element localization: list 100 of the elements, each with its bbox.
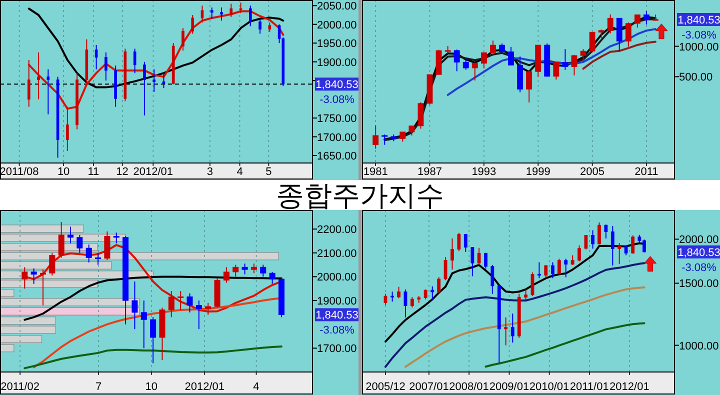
- y-tick-label: 1650.00: [317, 150, 357, 163]
- candlestick: [616, 18, 622, 52]
- x-tick-label: 1993: [472, 166, 496, 178]
- y-tick-label: 500.00: [679, 72, 713, 84]
- text: -3.08%: [320, 324, 355, 337]
- candlestick: [631, 234, 635, 254]
- candlestick: [472, 62, 478, 81]
- candlestick: [152, 68, 156, 92]
- candlestick: [537, 262, 541, 279]
- x-tick-label: 2008/01: [449, 381, 489, 393]
- y-tick-label: 1000.00: [679, 340, 719, 352]
- candlestick: [551, 262, 554, 279]
- x-tick-label: 1981: [363, 166, 388, 178]
- candlestick: [150, 316, 156, 364]
- y-tick-label: 2000.00: [679, 234, 719, 246]
- x-tick-label: 2011/01: [570, 381, 609, 393]
- candlestick: [27, 59, 30, 108]
- candlestick: [22, 266, 28, 290]
- text: -3.08%: [320, 94, 355, 106]
- x-tick-label: 2005/12: [366, 381, 406, 393]
- candlestick: [133, 48, 136, 74]
- x-tick-label: 5: [266, 166, 272, 178]
- candlestick: [418, 102, 424, 130]
- candlestick: [462, 58, 469, 70]
- candlestick: [397, 286, 400, 299]
- y-tick-label: 2000.00: [317, 19, 357, 32]
- x-tick-label: 3: [206, 166, 214, 178]
- candlestick: [610, 225, 614, 266]
- candlestick: [408, 125, 415, 136]
- text: 1,840.53: [678, 246, 720, 259]
- candlestick: [248, 5, 252, 27]
- candlestick: [643, 10, 650, 25]
- text: -3.08%: [682, 30, 717, 42]
- candlestick: [104, 52, 108, 82]
- y-tick-label: 1700.00: [317, 343, 357, 356]
- y-tick-label: 1700.00: [317, 132, 357, 144]
- x-tick-label: 1987: [418, 166, 442, 178]
- candlestick: [258, 18, 262, 34]
- candlestick: [508, 46, 514, 66]
- text: 1,840.53: [678, 14, 720, 26]
- line-series: [24, 346, 282, 370]
- candlestick: [205, 302, 212, 316]
- candlestick: [58, 221, 64, 258]
- y-tick-label: 2200.00: [317, 224, 357, 236]
- x-tick-label: 2005: [580, 166, 605, 178]
- candlestick: [553, 61, 560, 80]
- x-tick-label: 11: [88, 166, 100, 178]
- candlestick: [437, 276, 441, 294]
- candlestick: [526, 70, 532, 103]
- x-tick-label: 4: [253, 381, 260, 393]
- candlestick: [113, 232, 120, 244]
- candlestick: [95, 252, 102, 266]
- y-tick-label: 1900.00: [317, 296, 357, 308]
- candlestick: [196, 300, 202, 330]
- candlestick: [223, 266, 230, 284]
- candlestick: [220, 6, 223, 22]
- candlestick: [457, 232, 461, 252]
- candlestick: [372, 124, 379, 150]
- candlestick: [230, 3, 233, 18]
- candlestick: [544, 264, 548, 279]
- candlestick: [143, 61, 146, 116]
- y-tick-label: 1500.00: [679, 278, 719, 290]
- candlestick: [490, 40, 496, 54]
- x-tick-label: 12: [116, 166, 128, 178]
- x-tick-label: 7: [96, 381, 102, 393]
- candlestick: [604, 224, 608, 239]
- text: 1,840.53: [316, 310, 358, 322]
- candlestick: [450, 238, 454, 270]
- candlestick: [444, 256, 448, 281]
- y-tick-label: 1900.00: [317, 56, 357, 69]
- candlestick: [384, 293, 388, 306]
- line-series: [484, 322, 646, 368]
- text: 종합주가지수: [276, 179, 444, 212]
- y-tick-label: 2100.00: [317, 248, 357, 260]
- candlestick: [591, 230, 594, 250]
- candlestick: [618, 242, 622, 265]
- candlestick: [557, 258, 561, 275]
- candlestick: [490, 264, 494, 294]
- candlestick: [242, 263, 248, 275]
- candlestick: [589, 32, 596, 53]
- candlestick: [562, 48, 568, 70]
- candlestick: [132, 280, 138, 330]
- line-series: [582, 40, 656, 70]
- candlestick: [524, 288, 528, 300]
- candlestick: [162, 72, 166, 89]
- candlestick: [182, 28, 184, 52]
- candlestick: [578, 244, 581, 262]
- candlestick: [382, 134, 388, 146]
- candlestick: [168, 290, 174, 318]
- candlestick: [30, 268, 37, 284]
- candlestick: [390, 291, 394, 302]
- x-tick-label: 1999: [526, 166, 550, 178]
- candlestick: [484, 252, 488, 270]
- text: -3.08%: [682, 262, 717, 274]
- candlestick: [571, 54, 578, 76]
- candlestick: [499, 43, 505, 54]
- candlestick: [76, 234, 83, 254]
- candlestick: [510, 313, 514, 344]
- candlestick: [239, 2, 242, 14]
- candlestick: [400, 131, 406, 142]
